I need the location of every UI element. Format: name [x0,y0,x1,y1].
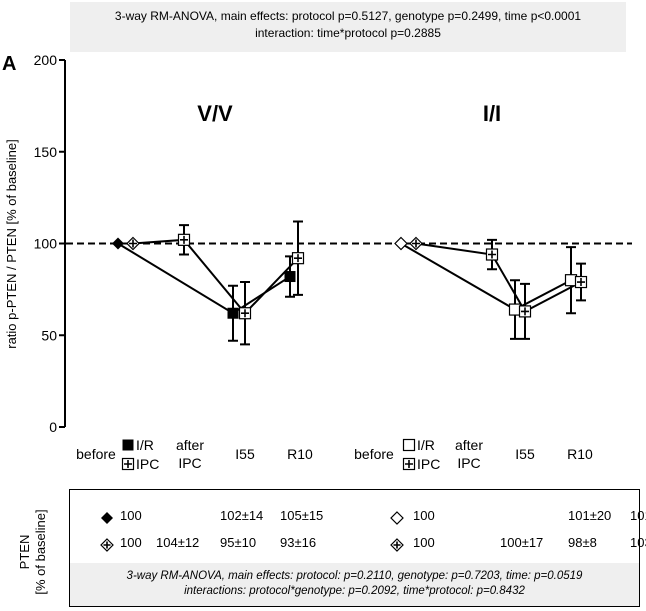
series-line [132,238,299,315]
legend-marker [402,457,416,471]
table-cell: 98±8 [568,535,597,550]
legend-marker [402,438,416,452]
legend-label: I/R [136,437,154,453]
anova-header-line2: interaction: time*protocol p=0.2885 [255,26,441,40]
table-cell: 102±14 [220,508,264,523]
x-tick-label: R10 [287,446,313,462]
series-line [415,242,582,313]
y-tick-label: 50 [41,327,57,343]
x-tick-label: R10 [567,446,593,462]
x-tick-label: IPC [178,455,201,471]
data-point [394,236,408,251]
data-point [518,305,532,318]
data-point [284,271,296,283]
table-row-marker [390,511,404,525]
data-point [112,237,124,250]
y-tick-label: 100 [34,236,58,252]
marker-square [508,303,522,316]
y-tick-label: 0 [49,419,57,435]
marker-square [227,307,239,319]
data-point [126,236,140,251]
group-title: V/V [197,101,233,126]
group-title: I/I [483,101,501,126]
table-cell: 101±19 [630,508,646,523]
table-cell: 100 [413,508,435,523]
y-axis-label: ratio p-PTEN / PTEN [% of baseline] [4,139,19,349]
pten-label-line2: [% of baseline] [33,509,48,594]
y-tick-label: 200 [34,52,58,68]
table-cell: 100±17 [500,535,544,550]
legend-marker [122,439,134,451]
marker-cross [405,460,413,468]
table-row-marker [101,512,113,524]
anova-header-line1: 3-way RM-ANOVA, main effects: protocol p… [114,9,582,23]
legend-label: IPC [136,456,159,472]
table-footer-line1: 3-way RM-ANOVA, main effects: protocol: … [126,570,583,582]
panel-label: A [2,53,16,75]
pten-table: 3-way RM-ANOVA, main effects: protocol: … [69,489,646,607]
marker-cross [521,307,529,316]
marker-cross [488,250,496,259]
data-point [177,233,191,246]
legend-label: IPC [417,456,440,472]
series-line [117,242,291,315]
x-tick-label: I55 [515,446,535,462]
marker-square [122,439,134,451]
data-point [227,307,239,319]
data-point [291,252,305,265]
table-cell: 100 [413,535,435,550]
table-cell: 105±15 [280,508,324,523]
marker-cross [577,278,585,287]
table-cell: 104±12 [156,535,200,550]
anova-header-box: 3-way RM-ANOVA, main effects: protocol p… [70,2,626,52]
table-marker-shape [101,512,113,524]
marker-square [284,271,296,283]
table-cell: 100 [120,535,142,550]
table-cell: 95±10 [220,535,257,550]
table-row-marker [390,538,404,552]
table-footer-line2: interactions: protocol*genotype: p=0.209… [184,585,525,597]
table-marker-cross [103,541,111,549]
marker-cross [129,239,137,248]
table-marker-shape [390,511,404,525]
x-tick-label: before [354,446,394,462]
y-tick-label: 150 [34,144,58,160]
marker-cross [412,239,420,248]
chart-svg: A 0 50 100 150 200 ratio p-PTEN / PTEN [% of b… [2,52,632,472]
data-point [564,274,578,287]
x-tick-label: after [176,437,204,453]
table-row-marker [100,538,114,552]
table-cell: 93±16 [280,535,317,550]
x-tick-label: IPC [457,455,480,471]
marker-cross [124,460,132,468]
data-point [238,307,252,320]
table-cell: 100 [120,508,142,523]
marker-cross [241,309,249,318]
pten-label-line1: PTEN [17,535,32,570]
table-marker-cross [393,541,401,549]
legend-marker [121,457,135,471]
x-tick-label: after [455,437,483,453]
data-point [508,303,522,316]
x-tick-label: I55 [235,446,255,462]
marker-cross [294,254,302,263]
data-point [409,236,423,251]
marker-diamond [112,237,124,250]
table-footer: 3-way RM-ANOVA, main effects: protocol: … [70,563,639,606]
data-point [574,275,588,289]
marker-diamond [394,236,408,251]
table-cell: 103±13 [630,535,646,550]
marker-square [564,274,578,287]
legend-label: I/R [417,437,435,453]
marker-cross [180,235,188,244]
marker-square [402,438,416,452]
data-point [485,248,499,261]
x-tick-label: before [76,446,116,462]
table-cell: 101±20 [568,508,612,523]
pten-axis-label: PTEN [% of baseline] [17,509,48,594]
